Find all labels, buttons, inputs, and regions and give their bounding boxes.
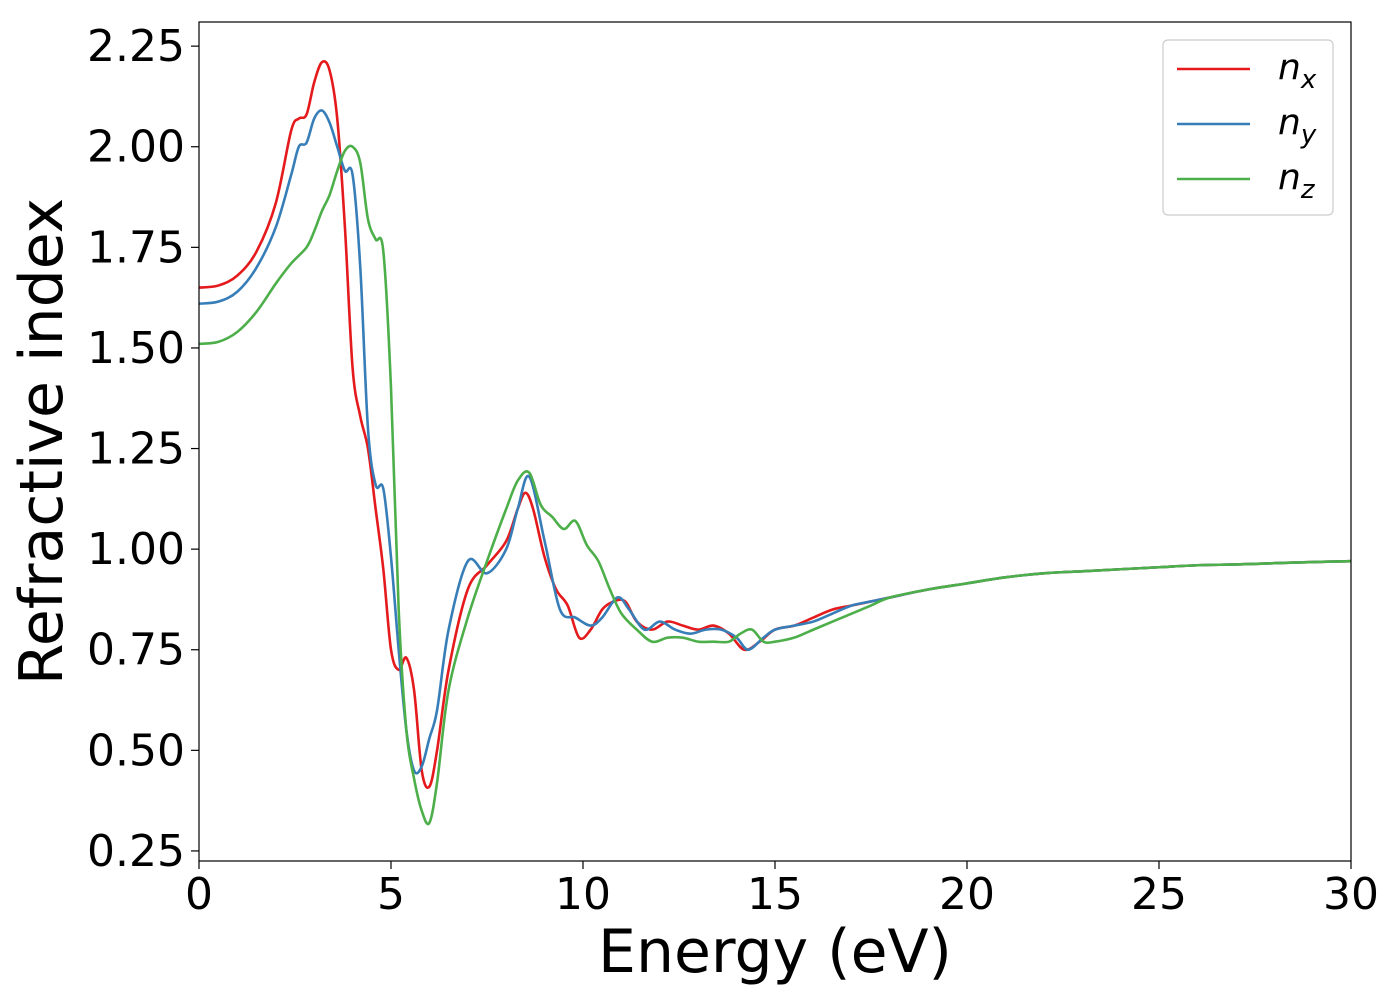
x-tick-label: 25 (1131, 869, 1187, 920)
legend-label-ny: ny (1278, 102, 1317, 150)
plot-lines (198, 60, 1352, 826)
y-tick-label: 1.25 (87, 424, 185, 475)
x-tick-label: 15 (747, 869, 803, 920)
y-tick-label: 1.50 (87, 323, 185, 374)
legend-label-nx: nx (1278, 47, 1317, 95)
y-tick-label: 2.00 (87, 122, 185, 173)
x-axis-label: Energy (eV) (598, 917, 952, 987)
legend: nx ny nz (1162, 39, 1334, 216)
y-tick-label: 2.25 (87, 21, 185, 72)
y-axis-label: Refractive index (7, 198, 77, 685)
y-tick-label: 1.00 (87, 524, 185, 575)
y-tick-label: 0.75 (87, 625, 185, 676)
x-tick-label: 5 (377, 869, 405, 920)
y-tick-label: 1.75 (87, 222, 185, 273)
legend-label-nz: nz (1278, 157, 1316, 205)
y-tick-label: 0.50 (87, 725, 185, 776)
series-line-nz (198, 144, 1352, 826)
y-tick-label: 0.25 (87, 826, 185, 877)
x-tick-label: 0 (185, 869, 213, 920)
x-tick-label: 10 (555, 869, 611, 920)
x-axis: 0 5 10 15 20 25 30 (185, 861, 1379, 920)
y-axis: 0.25 0.50 0.75 1.00 1.25 1.50 1.75 2.00 2.25 (87, 21, 199, 877)
x-tick-label: 30 (1323, 869, 1379, 920)
legend-box (1162, 39, 1334, 216)
x-tick-label: 20 (939, 869, 995, 920)
